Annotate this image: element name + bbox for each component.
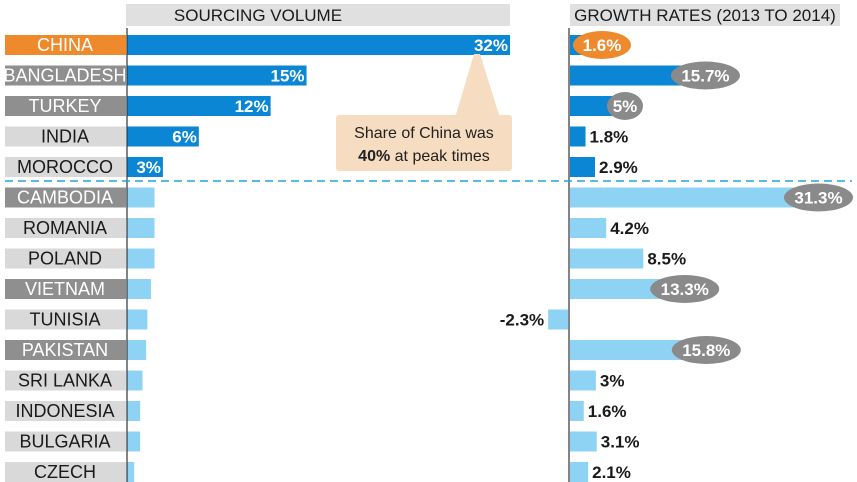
sourcing-bar bbox=[127, 462, 135, 482]
growth-value-label: 15.7% bbox=[681, 67, 729, 86]
sourcing-bar bbox=[127, 187, 155, 208]
sourcing-value-label: 32% bbox=[474, 36, 508, 55]
country-label: ROMANIA bbox=[23, 218, 107, 238]
growth-bar bbox=[548, 309, 568, 330]
growth-value-label: 1.8% bbox=[590, 128, 629, 147]
callout-box bbox=[336, 115, 512, 171]
growth-bar bbox=[570, 218, 607, 238]
sourcing-bar bbox=[127, 370, 143, 391]
sourcing-bar bbox=[127, 126, 199, 147]
growth-value-label: 3.1% bbox=[601, 433, 640, 452]
country-label: MOROCCO bbox=[17, 157, 113, 177]
country-label-bg bbox=[5, 35, 126, 55]
country-label: POLAND bbox=[28, 249, 102, 269]
sourcing-header-title: SOURCING VOLUME bbox=[174, 6, 342, 25]
growth-value-label: -2.3% bbox=[500, 311, 544, 330]
growth-value-label: 31.3% bbox=[794, 189, 842, 208]
country-label: INDIA bbox=[41, 127, 89, 147]
country-label-bg bbox=[5, 340, 126, 360]
growth-value-label: 1.6% bbox=[583, 36, 622, 55]
country-label-bg bbox=[5, 309, 126, 330]
sourcing-header-bg bbox=[126, 4, 510, 26]
growth-value-bubble bbox=[671, 336, 741, 364]
growth-header-title: GROWTH RATES (2013 TO 2014) bbox=[574, 6, 836, 25]
callout-line1: Share of China was bbox=[354, 125, 494, 142]
country-label-bg bbox=[5, 248, 126, 269]
country-label-bg bbox=[5, 279, 126, 299]
country-label: CAMBODIA bbox=[17, 188, 113, 208]
country-label: TUNISIA bbox=[29, 310, 100, 330]
growth-bar bbox=[570, 431, 597, 452]
growth-bar bbox=[570, 157, 596, 177]
growth-value-label: 2.1% bbox=[592, 463, 631, 482]
callout-line2: 40% at peak times bbox=[358, 148, 490, 165]
growth-value-bubble bbox=[650, 275, 720, 303]
sourcing-bar bbox=[127, 309, 148, 330]
country-label: VIETNAM bbox=[25, 279, 105, 299]
sourcing-value-label: 6% bbox=[172, 128, 197, 147]
sourcing-bar bbox=[127, 248, 155, 269]
growth-header-bg bbox=[570, 4, 840, 26]
sourcing-bar bbox=[127, 340, 147, 360]
growth-bar bbox=[570, 96, 614, 116]
callout-pointer bbox=[455, 54, 500, 118]
country-label: CZECH bbox=[34, 462, 96, 482]
callout-bold: 40% bbox=[358, 148, 390, 165]
country-label: BANGLADESH bbox=[3, 66, 126, 86]
country-label-bg bbox=[5, 370, 126, 391]
country-label-bg bbox=[5, 462, 126, 482]
growth-bar bbox=[570, 340, 707, 360]
growth-value-label: 5% bbox=[613, 97, 638, 116]
country-label-bg bbox=[5, 65, 126, 86]
growth-value-bubble bbox=[573, 31, 631, 59]
sourcing-bar bbox=[127, 218, 155, 238]
growth-bar bbox=[570, 187, 840, 208]
sourcing-bar bbox=[127, 65, 307, 86]
sourcing-bar bbox=[127, 401, 141, 421]
country-label-bg bbox=[5, 431, 126, 452]
sourcing-value-label: 12% bbox=[235, 97, 269, 116]
growth-bar bbox=[570, 126, 586, 147]
country-label-bg bbox=[5, 187, 126, 208]
sourcing-bar bbox=[127, 431, 141, 452]
growth-bar bbox=[570, 370, 596, 391]
growth-value-label: 4.2% bbox=[610, 219, 649, 238]
sourcing-bar bbox=[127, 35, 510, 55]
country-label: INDONESIA bbox=[15, 401, 114, 421]
growth-value-label: 15.8% bbox=[682, 341, 730, 360]
growth-value-label: 2.9% bbox=[599, 158, 638, 177]
country-label-bg bbox=[5, 96, 126, 116]
country-label: BULGARIA bbox=[19, 432, 110, 452]
country-label-bg bbox=[5, 401, 126, 421]
sourcing-value-label: 15% bbox=[271, 67, 305, 86]
callout-rest: at peak times bbox=[390, 148, 490, 165]
growth-bar bbox=[570, 401, 584, 421]
growth-value-label: 13.3% bbox=[661, 280, 709, 299]
growth-value-label: 3% bbox=[600, 372, 625, 391]
country-label: PAKISTAN bbox=[22, 340, 108, 360]
country-label-bg bbox=[5, 218, 126, 238]
growth-value-label: 8.5% bbox=[647, 250, 686, 269]
country-label: TURKEY bbox=[28, 96, 101, 116]
chart-rows: CHINA 32% 1.6% BANGLADESH 15% 15.7% TURKEY 12% 5… bbox=[3, 31, 853, 482]
growth-value-bubble bbox=[670, 61, 740, 90]
sourcing-bar bbox=[127, 279, 151, 299]
sourcing-value-label: 3% bbox=[136, 158, 161, 177]
growth-bar bbox=[570, 248, 644, 269]
sourcing-bar bbox=[127, 96, 271, 116]
country-label-bg bbox=[5, 126, 126, 147]
sourcing-bar bbox=[127, 157, 163, 177]
country-label-bg bbox=[5, 157, 126, 177]
growth-value-bubble bbox=[607, 92, 643, 120]
country-label: SRI LANKA bbox=[18, 371, 112, 391]
growth-value-bubble bbox=[784, 183, 853, 212]
growth-bar bbox=[570, 462, 589, 482]
growth-value-label: 1.6% bbox=[588, 402, 627, 421]
growth-bar bbox=[570, 65, 706, 86]
country-label: CHINA bbox=[37, 35, 93, 55]
